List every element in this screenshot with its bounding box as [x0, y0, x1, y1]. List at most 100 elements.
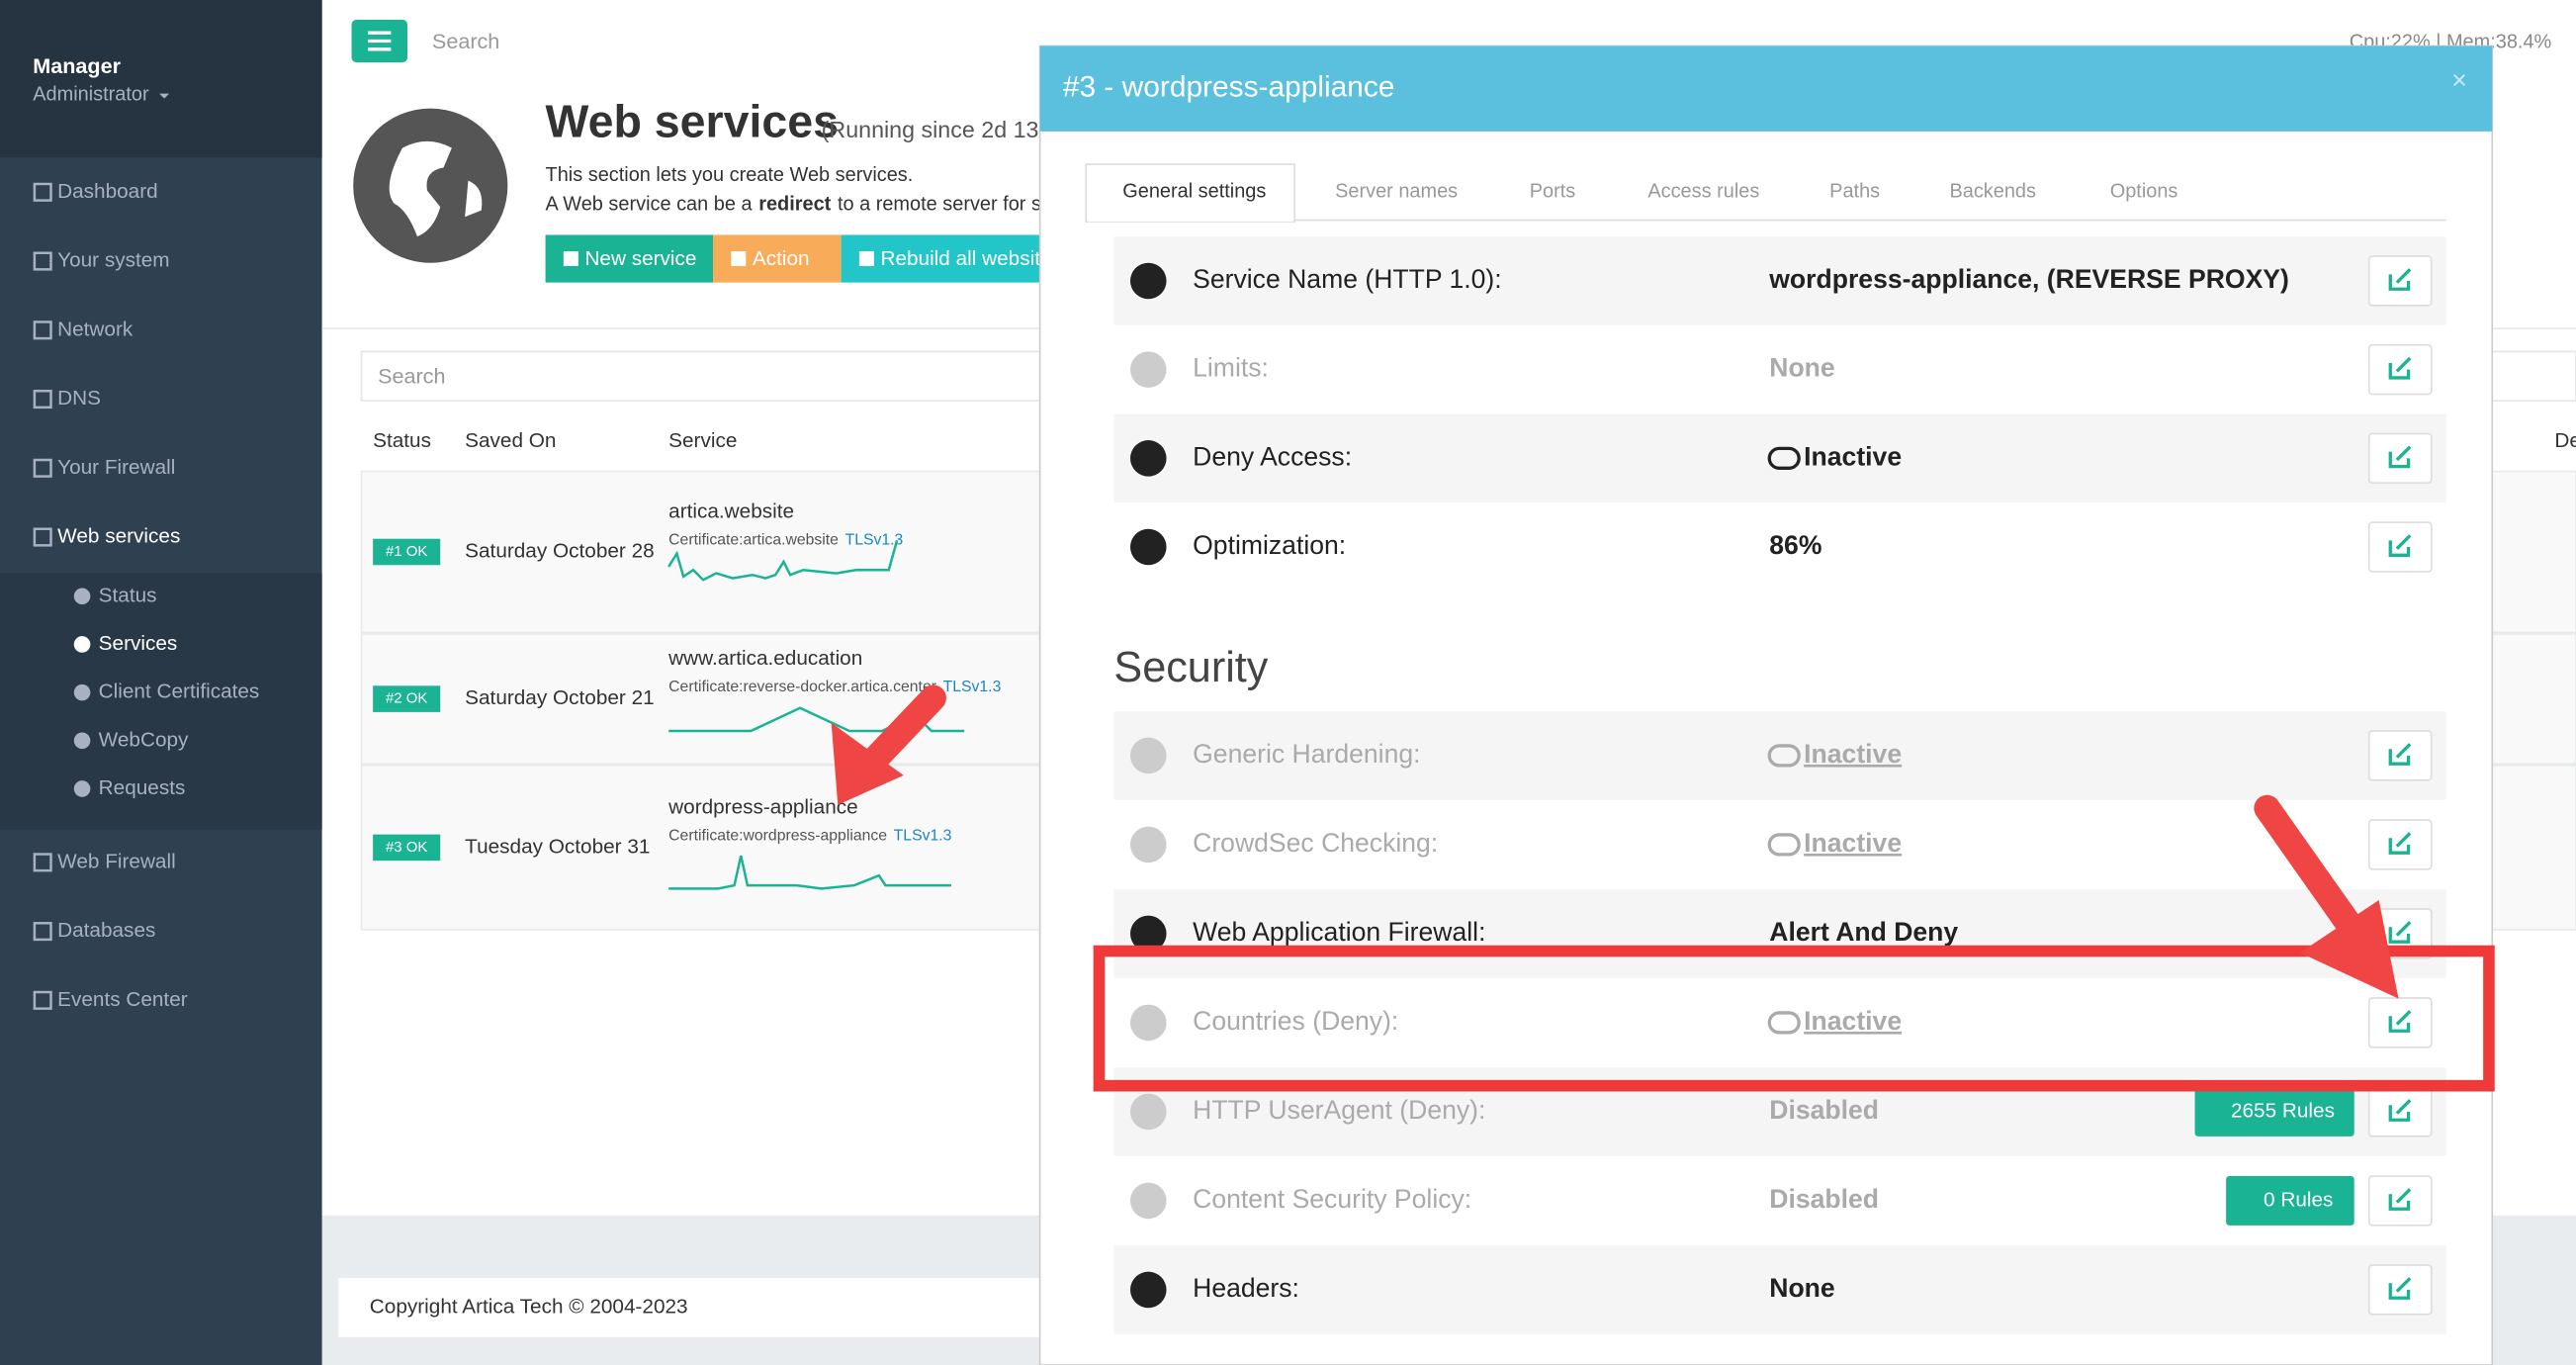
rules-label[interactable]: 2655 Rules	[2231, 1099, 2335, 1122]
setting-icon	[1130, 1004, 1167, 1042]
toggle-icon	[1767, 446, 1801, 470]
service-name: www.artica.education	[667, 647, 862, 670]
setting-value: wordpress-appliance, (REVERSE PROXY)	[1768, 264, 2289, 294]
sparkline	[667, 540, 899, 582]
setting-icon	[1130, 440, 1167, 477]
tab[interactable]: Server names	[1335, 181, 1458, 203]
tab[interactable]: Paths	[1829, 181, 1880, 203]
menu-icon	[33, 922, 52, 942]
submenu-item[interactable]: Services	[99, 632, 178, 655]
button-label[interactable]: Action	[753, 247, 810, 270]
menu-icon	[33, 182, 52, 202]
table-header: Status	[373, 429, 431, 452]
setting-icon	[1130, 528, 1167, 566]
tab[interactable]: Ports	[1530, 181, 1576, 203]
setting-value: Inactive	[1804, 441, 1902, 471]
section-title: Security	[1113, 644, 1268, 691]
menu-item[interactable]: Web Firewall	[57, 850, 176, 872]
cert-text: Certificate:artica.website	[668, 532, 839, 549]
setting-row	[1113, 236, 2446, 325]
certificate: Certificate:wordpress-appliance TLSv1.3	[668, 827, 951, 844]
submenu-icon	[73, 780, 91, 797]
setting-icon	[1130, 737, 1167, 774]
menu-item[interactable]: Dashboard	[57, 180, 158, 203]
edit-icon	[2388, 445, 2412, 469]
arrow-shaft	[2254, 794, 2371, 950]
arrow-shaft	[857, 684, 946, 777]
rules-badge[interactable]	[2226, 1176, 2354, 1226]
user-name: Manager	[33, 53, 121, 78]
toggle-icon	[1767, 833, 1801, 857]
status-badge	[373, 538, 441, 566]
modal-close[interactable]: ×	[2451, 65, 2467, 95]
setting-value: Alert And Deny	[1769, 917, 1958, 947]
setting-value: None	[1769, 1273, 1834, 1303]
table-header: Saved On	[465, 429, 556, 452]
globe-icon	[353, 108, 508, 263]
rules-badge[interactable]	[2194, 1087, 2354, 1137]
menu-toggle-icon	[368, 31, 392, 51]
setting-row	[1113, 1245, 2446, 1334]
setting-label: HTTP UserAgent (Deny):	[1193, 1095, 1485, 1125]
tab[interactable]: Options	[2110, 181, 2178, 203]
footer-text: Copyright Artica Tech © 2004-2023	[370, 1295, 688, 1318]
button-label[interactable]: Rebuild all websit	[880, 247, 1040, 270]
edit-icon	[2388, 743, 2412, 766]
menu-item[interactable]: Your system	[57, 249, 169, 272]
rules-label[interactable]: 0 Rules	[2264, 1188, 2333, 1211]
setting-label: Content Security Policy:	[1193, 1184, 1471, 1214]
submenu-item[interactable]: Requests	[99, 776, 186, 799]
setting-value: Inactive	[1804, 739, 1902, 769]
menu-item[interactable]: Databases	[57, 919, 155, 942]
tab[interactable]: General settings	[1122, 181, 1266, 203]
setting-icon	[1130, 826, 1167, 864]
table-header: Service	[668, 429, 737, 452]
setting-row	[1113, 889, 2446, 978]
menu-item[interactable]: Your Firewall	[57, 456, 175, 479]
setting-row	[1113, 413, 2446, 503]
status-badge	[373, 834, 441, 862]
edit-icon	[2388, 1099, 2412, 1122]
tls-version: TLSv1.3	[943, 679, 1002, 695]
setting-label: Web Application Firewall:	[1193, 917, 1485, 947]
toggle-icon	[1767, 744, 1801, 768]
page-desc: This section lets you create Web service…	[546, 164, 914, 186]
sidebar-header	[0, 0, 322, 158]
menu-item[interactable]: Web services	[57, 525, 180, 548]
setting-row	[1113, 711, 2446, 800]
status-label: #3 OK	[386, 839, 427, 856]
modal: #3 - wordpress-appliance × General setting…	[1038, 45, 2494, 1365]
cert-text: Certificate:reverse-docker.artica.center	[668, 679, 936, 695]
toggle-icon	[1767, 1011, 1801, 1035]
globe-land	[389, 140, 483, 237]
submenu-item[interactable]: WebCopy	[99, 728, 189, 751]
menu-item[interactable]: Events Center	[57, 988, 188, 1011]
saved-on: Tuesday October 31	[465, 835, 650, 858]
edit-icon	[2388, 356, 2412, 380]
setting-value: None	[1769, 353, 1834, 383]
cert-text: Certificate:wordpress-appliance	[668, 827, 887, 844]
tab[interactable]: Backends	[1949, 181, 2036, 203]
setting-label: Generic Hardening:	[1193, 739, 1420, 769]
menu-item[interactable]: Network	[57, 318, 133, 340]
menu-item[interactable]: DNS	[57, 387, 101, 410]
setting-label: Service Name (HTTP 1.0):	[1193, 264, 1502, 294]
setting-value: Inactive	[1804, 828, 1902, 858]
submenu-item[interactable]: Client Certificates	[99, 681, 260, 703]
setting-label: Headers:	[1193, 1273, 1299, 1303]
top-search[interactable]: Search	[432, 29, 499, 53]
menu-icon	[33, 527, 52, 547]
table-header: De	[2554, 429, 2576, 452]
status-label: #1 OK	[386, 543, 427, 560]
action-button[interactable]	[841, 234, 1052, 283]
submenu-item[interactable]: Status	[99, 584, 157, 606]
submenu-icon	[73, 683, 91, 701]
setting-icon	[1130, 1093, 1167, 1131]
table-search[interactable]: Search	[378, 364, 445, 389]
button-icon	[731, 251, 747, 267]
status-label: #2 OK	[386, 690, 427, 707]
certificate: Certificate:reverse-docker.artica.center…	[668, 679, 1001, 695]
button-label[interactable]: New service	[584, 247, 696, 270]
tab[interactable]: Access rules	[1647, 181, 1759, 203]
